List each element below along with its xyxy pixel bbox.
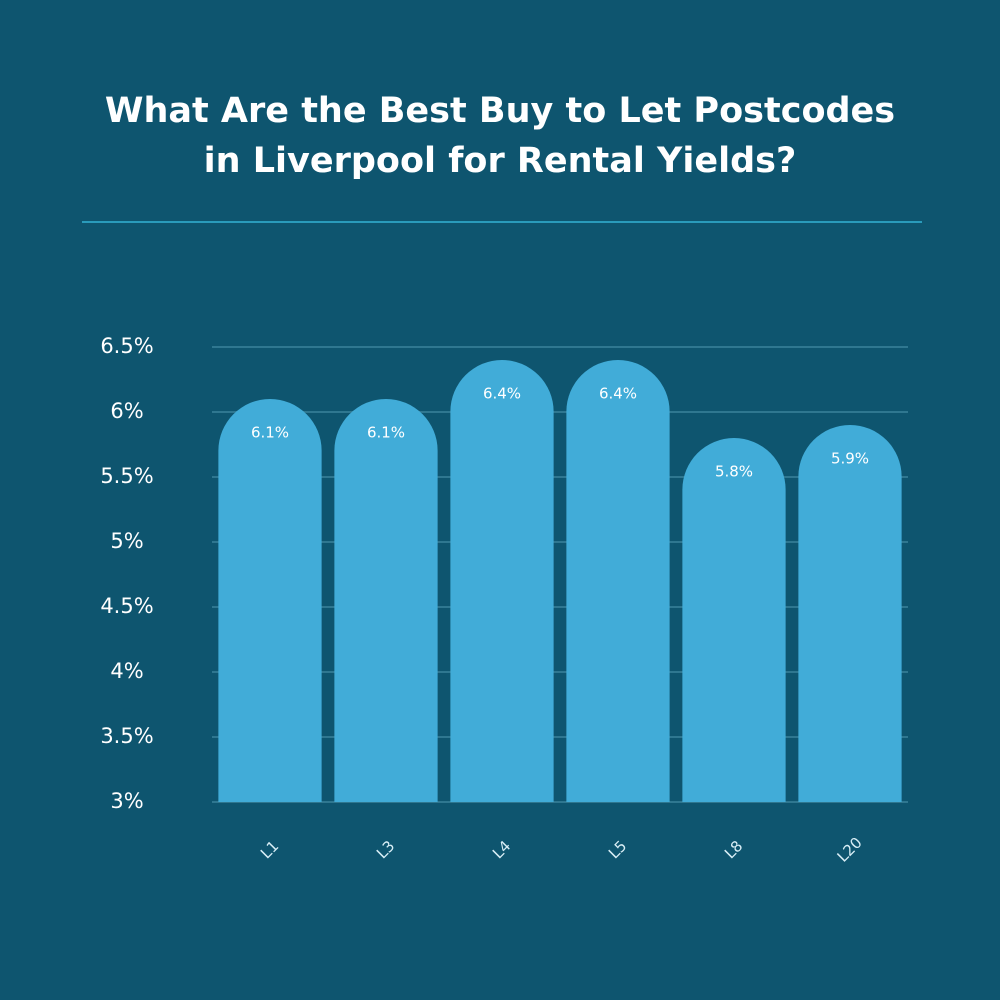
y-tick-label: 6.5% — [100, 334, 153, 358]
value-label: 5.8% — [715, 463, 753, 481]
y-tick-label: 3.5% — [100, 724, 153, 748]
value-label: 6.1% — [367, 424, 405, 442]
bar — [682, 438, 786, 802]
y-tick-label: 4% — [110, 659, 143, 683]
y-tick-label: 5% — [110, 529, 143, 553]
y-tick-label: 4.5% — [100, 594, 153, 618]
value-label: 6.4% — [483, 385, 521, 403]
chart-title: in Liverpool for Rental Yields? — [204, 141, 797, 181]
y-tick-label: 3% — [110, 789, 143, 813]
y-tick-label: 6% — [110, 399, 143, 423]
chart-title: What Are the Best Buy to Let Postcodes — [105, 91, 895, 131]
bar — [218, 398, 322, 802]
y-tick-label: 5.5% — [100, 464, 153, 488]
bar — [450, 360, 554, 802]
value-label: 5.9% — [831, 450, 869, 468]
value-label: 6.4% — [599, 385, 637, 403]
bar — [798, 425, 902, 802]
bar — [334, 398, 438, 802]
bar — [566, 360, 670, 802]
value-label: 6.1% — [251, 424, 289, 442]
